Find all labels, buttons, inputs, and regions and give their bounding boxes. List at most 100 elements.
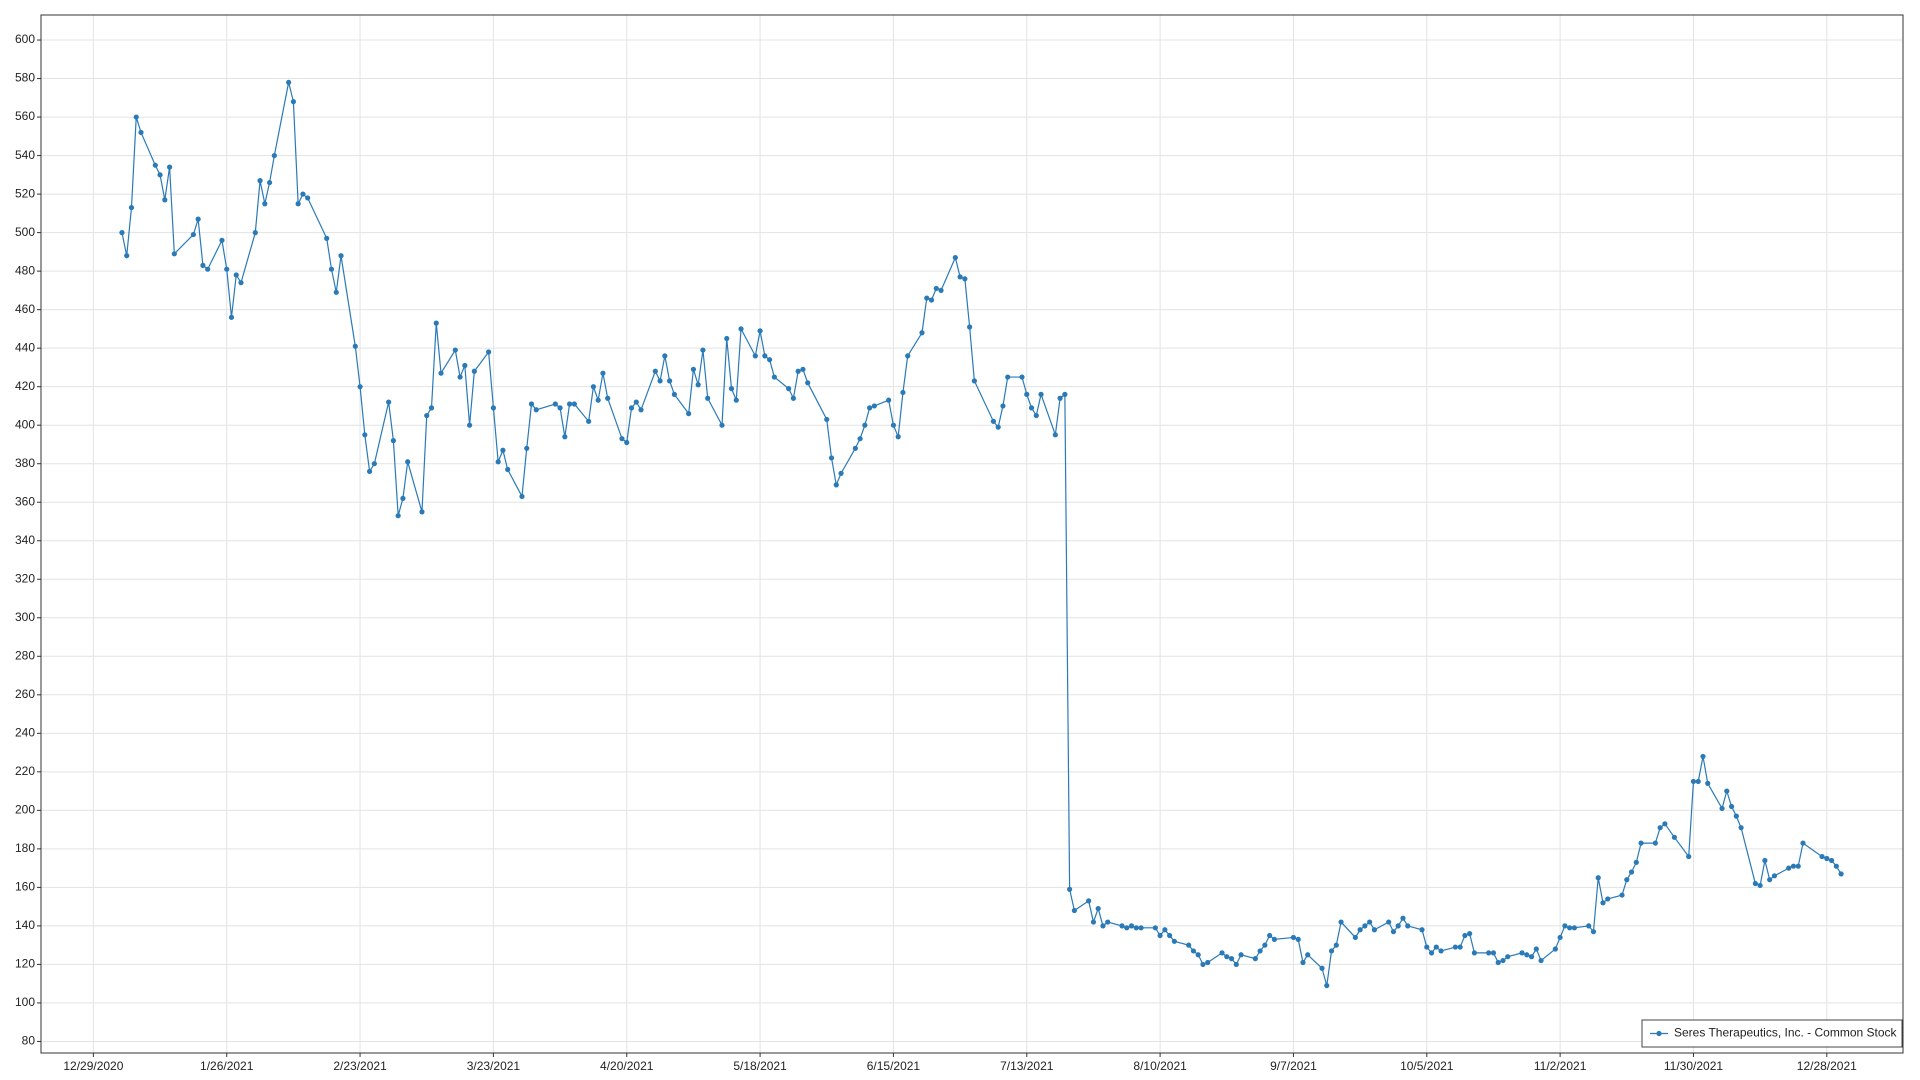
data-point — [838, 470, 844, 476]
data-point — [928, 297, 935, 303]
data-point — [1395, 923, 1401, 929]
data-point — [1595, 875, 1601, 881]
data-point — [619, 436, 625, 442]
data-point — [233, 272, 239, 278]
data-point — [1233, 961, 1239, 968]
data-point — [1052, 432, 1058, 438]
data-point — [1186, 942, 1192, 948]
data-point — [800, 366, 806, 372]
data-point — [724, 335, 730, 342]
data-point — [1790, 863, 1797, 869]
y-tick-label: 240 — [15, 725, 35, 739]
data-point — [157, 172, 163, 178]
data-point — [1157, 932, 1163, 939]
data-point — [605, 395, 611, 401]
data-point — [590, 384, 597, 390]
data-point — [595, 397, 601, 403]
y-tick-label: 460 — [15, 302, 35, 316]
data-point — [390, 437, 396, 444]
data-point — [733, 397, 739, 403]
data-point — [971, 378, 977, 384]
data-point — [1619, 892, 1625, 898]
data-point — [1090, 919, 1097, 925]
data-point — [952, 255, 958, 261]
x-tick-label: 12/29/2020 — [63, 1059, 123, 1073]
data-point — [433, 320, 439, 326]
data-point — [1600, 900, 1606, 906]
data-point — [1171, 938, 1177, 944]
data-point — [1590, 929, 1597, 935]
data-point — [152, 162, 158, 168]
data-point — [1633, 859, 1639, 865]
data-point — [195, 216, 201, 222]
data-point — [471, 368, 477, 374]
data-point — [628, 405, 635, 411]
data-point — [1357, 927, 1363, 933]
data-point — [1638, 840, 1644, 846]
data-point — [652, 368, 658, 374]
data-point — [924, 295, 930, 301]
data-point — [1671, 834, 1678, 840]
data-point — [305, 195, 311, 201]
y-tick-label: 160 — [15, 880, 35, 894]
data-point — [1105, 919, 1111, 925]
data-point — [428, 405, 435, 411]
y-tick-label: 80 — [22, 1034, 36, 1048]
y-tick-label: 500 — [15, 225, 35, 239]
data-point — [166, 164, 173, 170]
data-point — [528, 401, 535, 407]
data-point — [900, 389, 906, 396]
data-point — [1467, 931, 1473, 937]
data-point — [1152, 925, 1158, 931]
data-point — [1786, 865, 1792, 871]
data-point — [1795, 863, 1801, 869]
data-point — [371, 461, 377, 467]
data-point — [405, 459, 411, 465]
legend-label: Seres Therapeutics, Inc. - Common Stock — [1674, 1026, 1898, 1040]
data-point — [1557, 934, 1563, 941]
data-point — [1257, 948, 1263, 954]
data-point — [833, 482, 839, 488]
data-point — [1400, 915, 1406, 921]
data-point — [457, 374, 463, 380]
data-point — [1719, 805, 1725, 812]
data-point — [1024, 391, 1030, 397]
y-tick-label: 140 — [15, 918, 35, 932]
y-tick-label: 360 — [15, 494, 35, 508]
data-point — [1057, 395, 1063, 401]
x-tick-label: 7/13/2021 — [1000, 1059, 1054, 1073]
data-point — [1757, 882, 1763, 889]
data-point — [1100, 923, 1106, 929]
data-point — [790, 395, 797, 401]
data-point — [190, 231, 196, 238]
data-point — [1162, 927, 1168, 933]
y-tick-label: 440 — [15, 340, 35, 354]
data-point — [1324, 982, 1330, 989]
data-point — [1133, 925, 1139, 931]
data-point — [1238, 952, 1244, 958]
data-point — [519, 493, 525, 500]
data-point — [1500, 957, 1506, 964]
data-point — [1700, 753, 1706, 760]
data-point — [124, 253, 130, 259]
data-point — [990, 418, 997, 424]
data-point — [1228, 956, 1235, 962]
data-point — [1305, 952, 1311, 958]
data-point — [1390, 929, 1397, 935]
data-point — [895, 434, 901, 440]
data-point — [1586, 923, 1592, 929]
data-point — [1690, 778, 1697, 785]
data-point — [962, 276, 968, 282]
y-tick-label: 120 — [15, 957, 35, 971]
data-point — [1190, 948, 1197, 954]
data-point — [1752, 880, 1758, 887]
data-point — [557, 405, 563, 411]
data-point — [1762, 857, 1768, 864]
data-point — [138, 129, 144, 136]
data-point — [1195, 952, 1201, 958]
data-point — [171, 251, 177, 257]
data-point — [871, 403, 877, 409]
data-point — [352, 343, 358, 349]
data-point — [1352, 934, 1358, 941]
data-point — [295, 201, 301, 207]
